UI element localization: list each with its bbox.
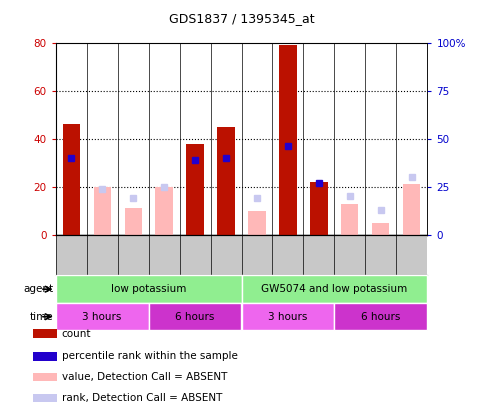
Bar bbox=[62, 124, 80, 235]
Text: 3 hours: 3 hours bbox=[268, 312, 308, 322]
Bar bbox=[125, 209, 142, 235]
Text: 6 hours: 6 hours bbox=[175, 312, 215, 322]
Bar bbox=[217, 127, 235, 235]
Bar bbox=[341, 204, 358, 235]
Bar bbox=[242, 275, 427, 303]
Text: percentile rank within the sample: percentile rank within the sample bbox=[62, 351, 238, 361]
Bar bbox=[334, 303, 427, 330]
Text: 3 hours: 3 hours bbox=[82, 312, 122, 322]
Bar bbox=[56, 303, 149, 330]
Bar bbox=[149, 303, 242, 330]
Bar bbox=[94, 187, 111, 235]
Bar bbox=[242, 303, 334, 330]
Bar bbox=[56, 275, 242, 303]
Bar bbox=[372, 223, 389, 235]
Text: GW5074 and low potassium: GW5074 and low potassium bbox=[261, 284, 408, 294]
Bar bbox=[403, 184, 421, 235]
Text: value, Detection Call = ABSENT: value, Detection Call = ABSENT bbox=[62, 372, 227, 382]
Bar bbox=[311, 182, 327, 235]
Bar bbox=[156, 187, 172, 235]
Text: count: count bbox=[62, 328, 91, 339]
Text: GDS1837 / 1395345_at: GDS1837 / 1395345_at bbox=[169, 12, 314, 25]
Text: agent: agent bbox=[23, 284, 53, 294]
Bar bbox=[33, 373, 57, 382]
Text: low potassium: low potassium bbox=[111, 284, 186, 294]
Bar bbox=[33, 394, 57, 403]
Text: 6 hours: 6 hours bbox=[361, 312, 401, 322]
Bar bbox=[248, 211, 266, 235]
Bar bbox=[33, 329, 57, 338]
Text: rank, Detection Call = ABSENT: rank, Detection Call = ABSENT bbox=[62, 393, 222, 403]
Bar bbox=[33, 352, 57, 360]
Bar bbox=[280, 45, 297, 235]
Bar bbox=[186, 143, 203, 235]
Text: time: time bbox=[29, 312, 53, 322]
